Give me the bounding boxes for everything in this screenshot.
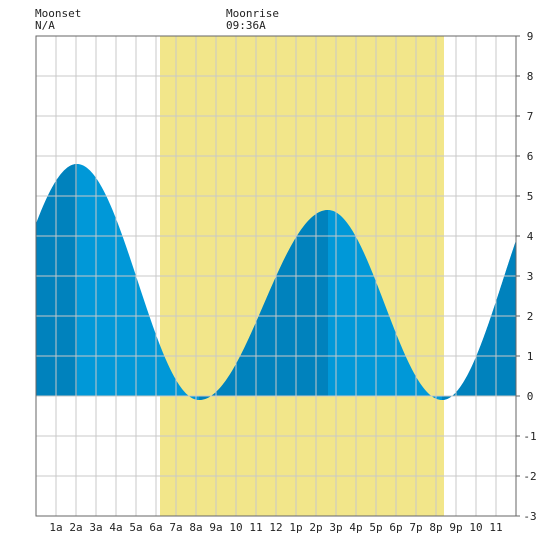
y-tick-label: 6 (527, 150, 534, 163)
x-tick-label: 9p (449, 521, 462, 534)
x-tick-label: 10 (229, 521, 242, 534)
x-tick-label: 4p (349, 521, 362, 534)
x-tick-label: 7a (169, 521, 182, 534)
x-tick-label: 10 (469, 521, 482, 534)
x-tick-label: 8p (429, 521, 442, 534)
y-tick-label: 8 (527, 70, 534, 83)
x-tick-label: 12 (269, 521, 282, 534)
x-tick-label: 7p (409, 521, 422, 534)
x-tick-label: 11 (489, 521, 502, 534)
y-tick-label: 7 (527, 110, 534, 123)
x-tick-label: 3p (329, 521, 342, 534)
y-tick-label: 3 (527, 270, 534, 283)
x-tick-label: 9a (209, 521, 222, 534)
x-tick-label: 2a (69, 521, 82, 534)
y-tick-label: 9 (527, 30, 534, 43)
y-tick-label: 4 (527, 230, 534, 243)
moonrise-value: 09:36A (226, 19, 266, 32)
y-tick-label: -3 (523, 510, 536, 523)
y-tick-label: -2 (523, 470, 536, 483)
moonrise-label: Moonrise (226, 7, 279, 20)
x-tick-label: 11 (249, 521, 262, 534)
x-tick-label: 5a (129, 521, 142, 534)
x-tick-label: 1a (49, 521, 62, 534)
y-tick-label: 1 (527, 350, 534, 363)
moonset-label: Moonset (35, 7, 82, 20)
tide-rising-area (442, 240, 516, 400)
y-tick-label: 2 (527, 310, 534, 323)
x-tick-label: 6a (149, 521, 162, 534)
y-tick-label: -1 (523, 430, 536, 443)
x-tick-label: 6p (389, 521, 402, 534)
x-tick-label: 1p (289, 521, 302, 534)
y-tick-label: 5 (527, 190, 534, 203)
x-tick-label: 3a (89, 521, 102, 534)
x-tick-label: 2p (309, 521, 322, 534)
x-tick-label: 4a (109, 521, 122, 534)
x-tick-label: 8a (189, 521, 202, 534)
moonset-value: N/A (35, 19, 55, 32)
x-tick-label: 5p (369, 521, 382, 534)
y-tick-label: 0 (527, 390, 534, 403)
